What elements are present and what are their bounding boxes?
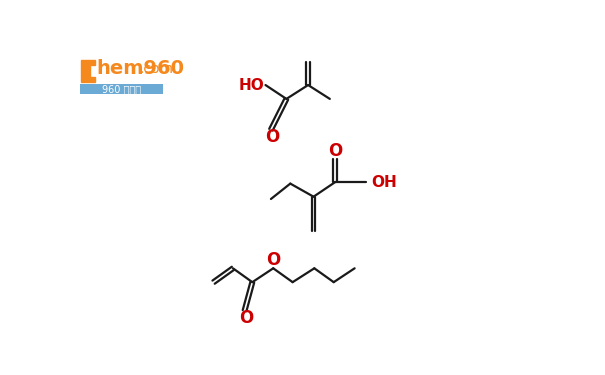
Text: OH: OH xyxy=(371,174,397,189)
Text: 960 化工网: 960 化工网 xyxy=(102,84,141,94)
Text: O: O xyxy=(239,309,253,327)
Text: .com: .com xyxy=(140,62,174,76)
Text: hem960: hem960 xyxy=(97,59,185,78)
Text: O: O xyxy=(266,251,280,269)
Text: O: O xyxy=(266,128,280,146)
Bar xyxy=(79,84,163,94)
Polygon shape xyxy=(81,60,95,82)
Text: HO: HO xyxy=(238,78,264,93)
Text: O: O xyxy=(328,142,342,160)
